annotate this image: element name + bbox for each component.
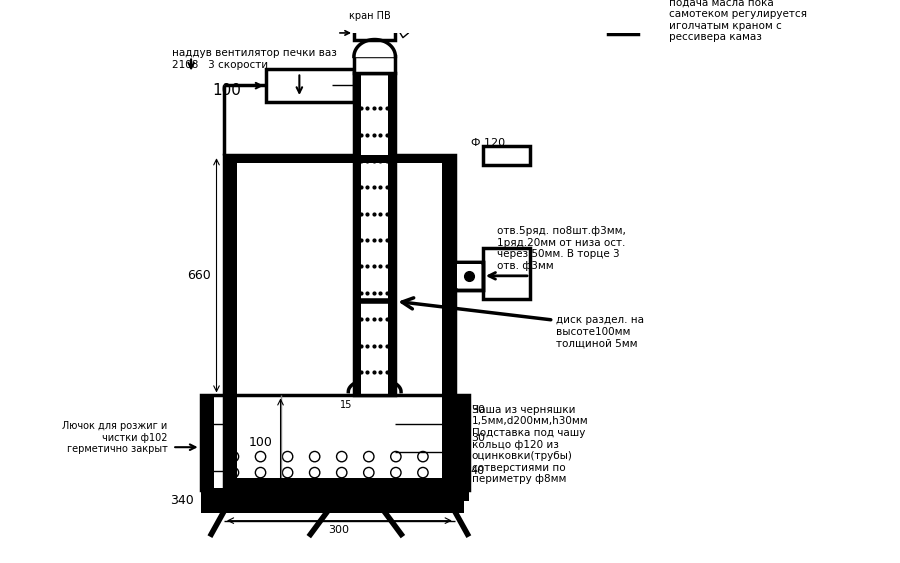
Bar bbox=[224, 155, 454, 163]
Bar bbox=[224, 478, 454, 490]
Bar bbox=[201, 490, 469, 501]
Text: Лючок для розжиг и
чистки ф102
герметично закрыт: Лючок для розжиг и чистки ф102 герметичн… bbox=[62, 421, 167, 454]
Bar bbox=[354, 26, 395, 39]
Bar bbox=[201, 488, 464, 513]
Bar bbox=[608, 14, 638, 34]
Bar bbox=[442, 155, 454, 490]
Text: диск раздел. на
высоте100мм
толщиной 5мм: диск раздел. на высоте100мм толщиной 5мм bbox=[556, 315, 644, 348]
Text: 40: 40 bbox=[471, 466, 485, 476]
Bar bbox=[354, 56, 395, 73]
Bar bbox=[454, 262, 483, 290]
Bar bbox=[354, 73, 395, 395]
Bar bbox=[456, 263, 482, 288]
Bar bbox=[201, 395, 213, 490]
Text: 340: 340 bbox=[170, 494, 194, 507]
Bar bbox=[388, 73, 395, 395]
Text: Чаша из черняшки
1,5мм,d200мм,h30мм
Подставка под чашу
кольцо ф120 из
оцинковки(: Чаша из черняшки 1,5мм,d200мм,h30мм Подс… bbox=[472, 405, 589, 484]
Bar bbox=[266, 69, 354, 102]
Text: подача масла пока
самотеком регулируется
иголчатым краном с
рессивера камаз: подача масла пока самотеком регулируется… bbox=[670, 0, 807, 42]
Text: отв.5ряд. по8шт.ф3мм,
1ряд.20мм от низа ост.
через 50мм. В торце 3
отв. ф3мм: отв.5ряд. по8шт.ф3мм, 1ряд.20мм от низа … bbox=[497, 226, 626, 271]
Bar bbox=[224, 155, 238, 490]
Bar bbox=[483, 146, 530, 165]
Bar bbox=[455, 395, 469, 490]
Bar bbox=[201, 395, 469, 490]
Bar bbox=[201, 424, 224, 471]
Bar bbox=[354, 73, 395, 395]
Bar bbox=[354, 73, 362, 395]
Bar bbox=[224, 155, 454, 490]
Text: 30: 30 bbox=[471, 433, 485, 443]
Text: Ф 120: Ф 120 bbox=[471, 138, 505, 148]
Text: кран ПВ: кран ПВ bbox=[349, 11, 391, 21]
Text: 100: 100 bbox=[212, 83, 241, 98]
Text: 100: 100 bbox=[249, 436, 273, 449]
Text: 300: 300 bbox=[328, 525, 349, 535]
Bar bbox=[454, 262, 483, 290]
Polygon shape bbox=[354, 39, 395, 56]
Bar bbox=[483, 248, 530, 300]
Text: 30: 30 bbox=[471, 405, 485, 414]
Text: 15: 15 bbox=[339, 400, 352, 410]
Text: наддув вентилятор печки ваз
2108   3 скорости: наддув вентилятор печки ваз 2108 3 скоро… bbox=[172, 48, 338, 70]
Text: 660: 660 bbox=[187, 269, 211, 282]
